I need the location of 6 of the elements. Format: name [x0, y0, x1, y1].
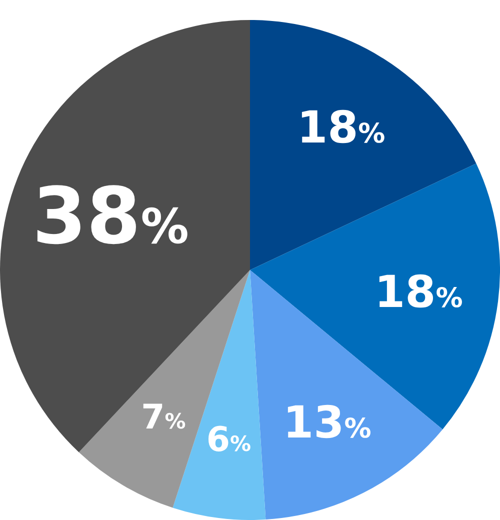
data-label: 18% — [374, 267, 463, 318]
data-label: 18% — [296, 102, 386, 154]
data-label: 6% — [206, 420, 252, 460]
data-label: 38% — [32, 172, 189, 262]
data-label: 13% — [283, 397, 372, 448]
data-label: 7% — [141, 398, 186, 438]
